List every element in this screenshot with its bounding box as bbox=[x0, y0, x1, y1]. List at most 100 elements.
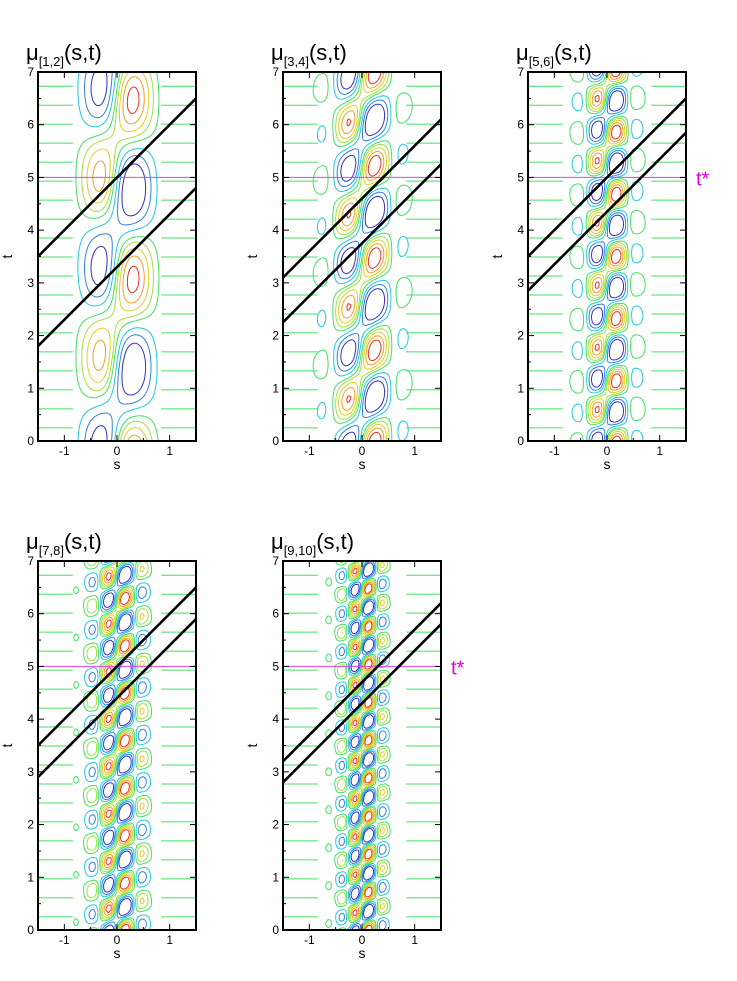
y-tick-label: 0 bbox=[27, 923, 34, 937]
y-tick-label: 2 bbox=[272, 818, 279, 832]
contour-level bbox=[336, 72, 389, 441]
x-tick-label: 1 bbox=[656, 444, 663, 458]
plot-area bbox=[38, 72, 196, 441]
x-tick-label: 1 bbox=[411, 444, 418, 458]
x-axis-label: s bbox=[359, 945, 366, 961]
y-tick-label: 4 bbox=[517, 223, 524, 237]
title-base: μ bbox=[271, 40, 284, 65]
title-subscript: [3,4] bbox=[284, 54, 309, 69]
panel-title: μ[7,8](s,t) bbox=[26, 529, 102, 558]
background-contours bbox=[38, 85, 196, 429]
contour-level bbox=[316, 72, 409, 441]
x-tick-label: 0 bbox=[604, 444, 611, 458]
contour-level bbox=[84, 72, 152, 441]
contour-panel-4: -1 0 1 0 1 2 3 4 5 6 7 s t μ[7,8](s,t) bbox=[0, 529, 197, 961]
contour-level bbox=[589, 72, 626, 441]
y-tick-label: 1 bbox=[272, 381, 279, 395]
x-tick-label: 1 bbox=[166, 933, 173, 947]
contour-level bbox=[569, 72, 646, 441]
y-tick-label: 6 bbox=[272, 118, 279, 132]
y-tick-label: 2 bbox=[27, 818, 34, 832]
x-tick-label: 0 bbox=[359, 933, 366, 947]
y-tick-label: 6 bbox=[517, 118, 524, 132]
title-args: (s,t) bbox=[309, 40, 347, 65]
contour-level bbox=[588, 72, 627, 441]
y-tick-label: 4 bbox=[27, 223, 34, 237]
title-base: μ bbox=[26, 529, 39, 554]
x-tick-label: 0 bbox=[359, 444, 366, 458]
y-tick-label: 5 bbox=[272, 170, 279, 184]
panel-title: μ[3,4](s,t) bbox=[271, 40, 347, 69]
y-tick-label: 7 bbox=[517, 65, 524, 79]
plot-area bbox=[38, 561, 196, 930]
characteristic-line bbox=[38, 618, 196, 779]
contour-level bbox=[90, 72, 147, 441]
contour-level bbox=[571, 72, 644, 441]
y-tick-label: 7 bbox=[27, 65, 34, 79]
contour-level bbox=[336, 561, 388, 930]
title-subscript: [7,8] bbox=[39, 543, 64, 558]
x-axis-label: s bbox=[359, 456, 366, 472]
t-star-label: t* bbox=[696, 168, 710, 190]
y-tick-label: 5 bbox=[27, 659, 34, 673]
plot-area bbox=[528, 72, 686, 441]
x-tick-label: 1 bbox=[411, 933, 418, 947]
title-args: (s,t) bbox=[316, 529, 354, 554]
y-tick-label: 7 bbox=[27, 554, 34, 568]
title-base: μ bbox=[26, 40, 39, 65]
title-base: μ bbox=[271, 529, 284, 554]
y-axis-label: t bbox=[0, 254, 15, 258]
characteristic-line bbox=[38, 586, 196, 747]
y-tick-label: 0 bbox=[272, 434, 279, 448]
y-tick-label: 5 bbox=[272, 659, 279, 673]
plot-area bbox=[283, 561, 441, 930]
y-tick-label: 6 bbox=[27, 118, 34, 132]
y-tick-label: 2 bbox=[517, 329, 524, 343]
y-tick-label: 0 bbox=[517, 434, 524, 448]
y-axis-label: t bbox=[0, 743, 15, 747]
panel-title: μ[1,2](s,t) bbox=[26, 40, 102, 69]
background-contours bbox=[528, 85, 686, 429]
y-tick-label: 0 bbox=[27, 434, 34, 448]
contour-panel-1: -1 0 1 0 1 2 3 4 5 6 7 s t μ[1,2](s,t) bbox=[0, 40, 197, 472]
y-tick-label: 4 bbox=[272, 223, 279, 237]
plot-frame bbox=[37, 71, 197, 442]
contour-level bbox=[340, 72, 386, 441]
y-tick-label: 5 bbox=[517, 170, 524, 184]
contour-level bbox=[103, 569, 132, 930]
y-tick-label: 1 bbox=[27, 381, 34, 395]
contour-level bbox=[101, 561, 145, 930]
y-tick-label: 3 bbox=[27, 276, 34, 290]
y-axis-label: t bbox=[489, 254, 505, 258]
title-subscript: [9,10] bbox=[284, 543, 317, 558]
y-tick-label: 1 bbox=[272, 870, 279, 884]
characteristic-line bbox=[528, 131, 686, 292]
y-tick-label: 1 bbox=[27, 870, 34, 884]
contour-level bbox=[335, 72, 390, 441]
title-args: (s,t) bbox=[64, 529, 102, 554]
y-tick-label: 7 bbox=[272, 65, 279, 79]
contour-level bbox=[351, 565, 374, 930]
contour-level bbox=[103, 565, 132, 930]
y-tick-label: 7 bbox=[272, 554, 279, 568]
y-tick-label: 1 bbox=[517, 381, 524, 395]
y-tick-label: 0 bbox=[272, 923, 279, 937]
contour-level bbox=[350, 562, 374, 930]
panels-container: -1 0 1 0 1 2 3 4 5 6 7 s t μ[1,2](s,t) -1 0 1 0 1 2 3 4 5 6 7 s t μ… bbox=[0, 40, 710, 961]
x-tick-label: -1 bbox=[59, 444, 70, 458]
characteristic-line bbox=[283, 163, 441, 324]
x-tick-label: -1 bbox=[304, 444, 315, 458]
contour-panel-5: -1 0 1 0 1 2 3 4 5 6 7 s t μ[9,10](s,t) t* bbox=[244, 529, 465, 961]
y-tick-label: 3 bbox=[27, 765, 34, 779]
contour-panel-3: -1 0 1 0 1 2 3 4 5 6 7 s t μ[5,6](s,t) t* bbox=[489, 40, 710, 472]
characteristic-line bbox=[283, 118, 441, 279]
panel-title: μ[5,6](s,t) bbox=[516, 40, 592, 69]
title-args: (s,t) bbox=[64, 40, 102, 65]
contour-level bbox=[88, 561, 147, 930]
y-tick-label: 6 bbox=[27, 607, 34, 621]
characteristic-line bbox=[283, 602, 441, 763]
x-tick-label: -1 bbox=[549, 444, 560, 458]
y-tick-label: 2 bbox=[27, 329, 34, 343]
y-axis-label: t bbox=[244, 743, 260, 747]
